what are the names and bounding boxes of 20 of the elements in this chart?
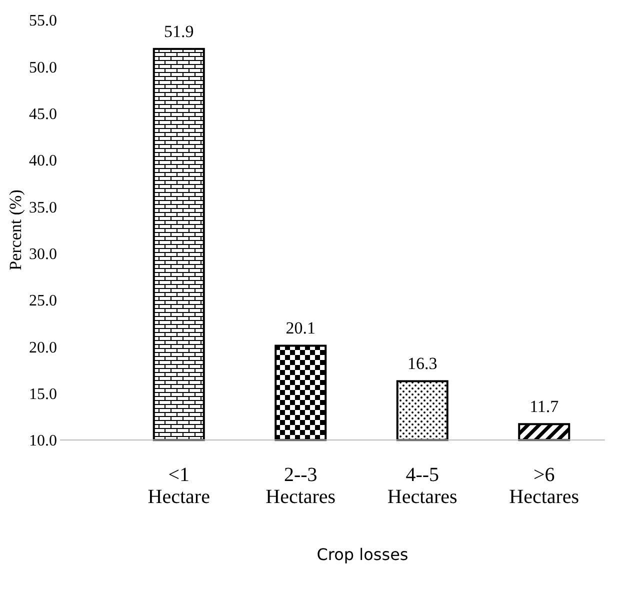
y-tick-label: 40.0 bbox=[29, 152, 57, 170]
y-tick-label: 30.0 bbox=[29, 246, 57, 263]
y-tick-label: 35.0 bbox=[29, 199, 57, 216]
x-tick-label: >6 Hectares bbox=[509, 464, 580, 508]
y-tick-label: 45.0 bbox=[29, 106, 57, 123]
data-label: 20.1 bbox=[286, 318, 316, 338]
x-axis-title: Crop losses bbox=[316, 545, 408, 564]
y-tick-label: 55.0 bbox=[29, 12, 57, 30]
data-label: 51.9 bbox=[164, 22, 194, 41]
y-tick-label: 25.0 bbox=[29, 292, 57, 310]
x-tick-label: 2--3 Hectares bbox=[266, 464, 336, 508]
y-tick-label: 20.0 bbox=[29, 339, 57, 356]
y-tick-label: 50.0 bbox=[29, 59, 57, 76]
data-label: 11.7 bbox=[530, 397, 560, 416]
y-axis-title: Percent (%) bbox=[6, 190, 25, 270]
data-label: 16.3 bbox=[408, 354, 438, 374]
x-tick-label: <1 Hectare bbox=[148, 464, 210, 508]
y-tick-label: 10.0 bbox=[29, 432, 57, 450]
y-tick-label: 15.0 bbox=[29, 386, 57, 403]
x-tick-label: 4--5 Hectares bbox=[387, 464, 458, 508]
